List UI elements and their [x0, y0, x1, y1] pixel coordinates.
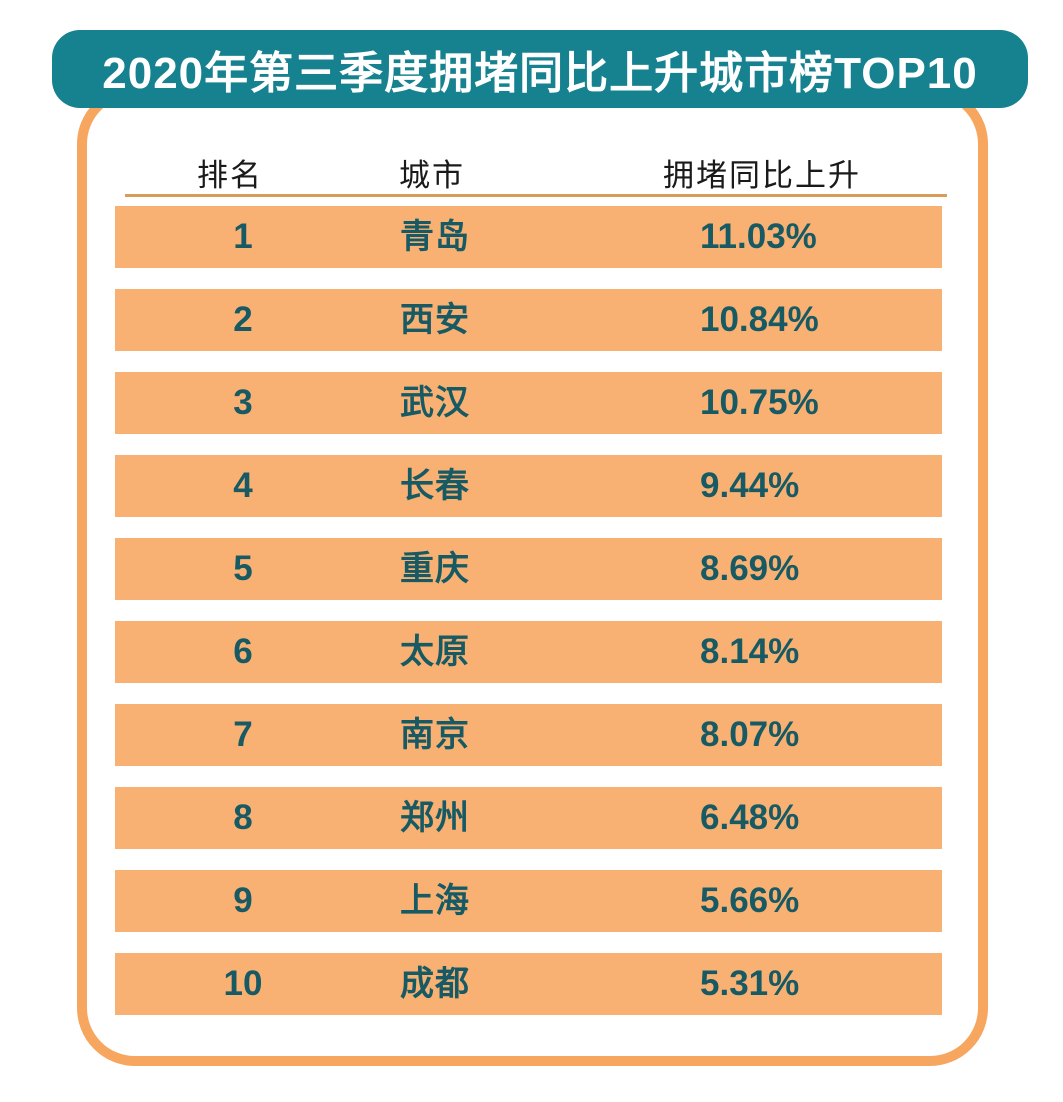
- city-cell: 上海: [400, 882, 470, 920]
- city-cell: 重庆: [400, 550, 470, 588]
- value-cell: 10.75%: [700, 383, 819, 422]
- city-cell: 南京: [400, 716, 470, 754]
- table-row: 7 南京 8.07%: [115, 704, 942, 766]
- table-row: 2 西安 10.84%: [115, 289, 942, 351]
- table-body: 1 青岛 11.03% 2 西安 10.84% 3 武汉 10.75% 4 长春…: [115, 206, 942, 1036]
- table-header-row: 排名 城市 拥堵同比上升: [115, 150, 942, 193]
- title-banner: 2020年第三季度拥堵同比上升城市榜TOP10: [52, 30, 1028, 108]
- value-cell: 11.03%: [700, 217, 817, 256]
- table-row: 3 武汉 10.75%: [115, 372, 942, 434]
- rank-cell: 3: [233, 383, 253, 422]
- value-cell: 8.14%: [700, 632, 800, 671]
- header-rank: 排名: [197, 158, 263, 193]
- rank-cell: 8: [233, 798, 253, 837]
- table-row: 1 青岛 11.03%: [115, 206, 942, 268]
- city-cell: 太原: [400, 633, 470, 671]
- table-row: 10 成都 5.31%: [115, 953, 942, 1015]
- value-cell: 8.07%: [700, 715, 800, 754]
- table-row: 6 太原 8.14%: [115, 621, 942, 683]
- header-value: 拥堵同比上升: [663, 158, 861, 193]
- city-cell: 长春: [400, 467, 470, 505]
- rank-cell: 6: [233, 632, 253, 671]
- rank-cell: 1: [233, 217, 253, 256]
- value-cell: 9.44%: [700, 466, 800, 505]
- value-cell: 5.66%: [700, 881, 800, 920]
- value-cell: 8.69%: [700, 549, 800, 588]
- rank-cell: 5: [233, 549, 253, 588]
- header-city: 城市: [399, 158, 465, 193]
- city-cell: 武汉: [400, 384, 470, 422]
- table-row: 8 郑州 6.48%: [115, 787, 942, 849]
- rank-cell: 7: [233, 715, 253, 754]
- rank-cell: 10: [223, 964, 263, 1003]
- table-row: 5 重庆 8.69%: [115, 538, 942, 600]
- city-cell: 青岛: [400, 218, 470, 256]
- value-cell: 10.84%: [700, 300, 819, 339]
- rank-cell: 9: [233, 881, 253, 920]
- table-row: 4 长春 9.44%: [115, 455, 942, 517]
- page-title: 2020年第三季度拥堵同比上升城市榜TOP10: [102, 49, 978, 98]
- value-cell: 5.31%: [700, 964, 800, 1003]
- city-cell: 郑州: [400, 799, 470, 837]
- value-cell: 6.48%: [700, 798, 800, 837]
- city-cell: 成都: [400, 965, 470, 1003]
- rank-cell: 2: [233, 300, 253, 339]
- rank-cell: 4: [233, 466, 253, 505]
- table-row: 9 上海 5.66%: [115, 870, 942, 932]
- city-cell: 西安: [400, 301, 470, 339]
- header-divider-line: [125, 194, 947, 197]
